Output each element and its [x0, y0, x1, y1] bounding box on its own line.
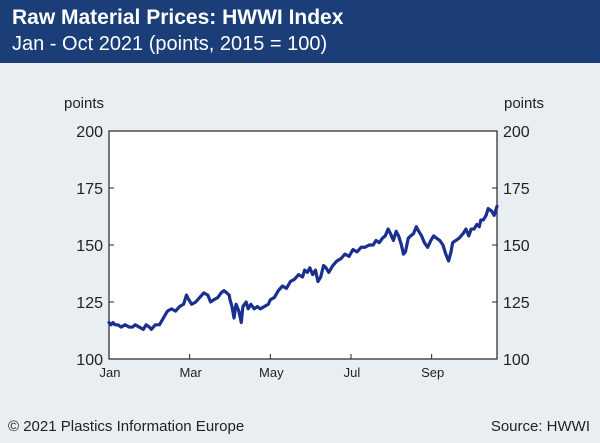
- series-line: [107, 204, 499, 331]
- y-tick-label: 150: [76, 238, 103, 255]
- chart-subtitle: Jan - Oct 2021 (points, 2015 = 100): [12, 33, 328, 55]
- y-tick-label: 125: [76, 295, 103, 312]
- x-tick-label: May: [259, 365, 284, 380]
- source-text: Source: HWWI: [490, 418, 590, 435]
- y-tick-label: 150: [503, 238, 530, 255]
- x-tick-label: Jul: [344, 365, 361, 380]
- y-axis-left: 100 125 150 175 200: [76, 124, 114, 369]
- y-tick-label: 175: [76, 181, 103, 198]
- header-bar: Raw Material Prices: HWWI Index Jan - Oc…: [0, 0, 600, 63]
- y-tick-label: 200: [76, 124, 103, 141]
- x-tick-label: Mar: [179, 365, 202, 380]
- chart-title: Raw Material Prices: HWWI Index: [12, 6, 344, 29]
- y-axis-label-right: points: [504, 95, 544, 112]
- plot-area: [108, 130, 498, 360]
- copyright-text: © 2021 Plastics Information Europe: [8, 418, 245, 435]
- y-axis-label-left: points: [64, 95, 104, 112]
- y-tick-label: 200: [503, 124, 530, 141]
- x-axis: Jan Mar May Jul Sep: [100, 354, 444, 380]
- y-tick-label: 100: [503, 352, 530, 369]
- x-tick-label: Sep: [421, 365, 444, 380]
- y-tick-label: 175: [503, 181, 530, 198]
- y-tick-label: 100: [76, 352, 103, 369]
- series-layer: [107, 204, 499, 331]
- y-tick-label: 125: [503, 295, 530, 312]
- x-tick-label: Jan: [100, 365, 121, 380]
- y-axis-right: 100 125 150 175 200: [492, 124, 530, 369]
